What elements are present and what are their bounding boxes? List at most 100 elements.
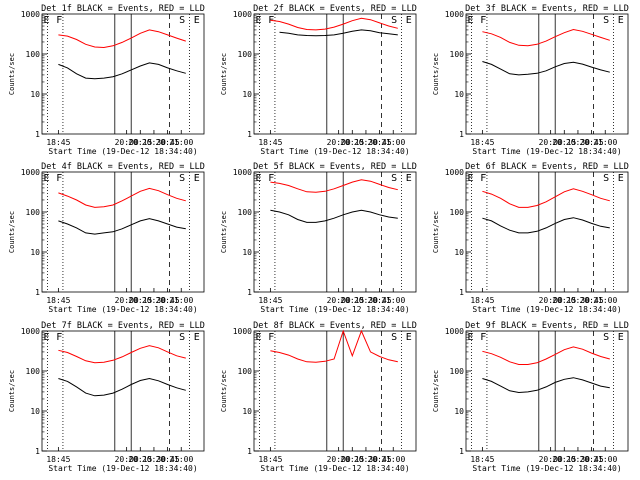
x-tick-label: 18:45 [470, 138, 494, 147]
marker-label: S [391, 15, 397, 26]
x-tick-label: 20:00 [115, 455, 139, 464]
marker-label: F [56, 332, 62, 343]
x-axis-label: Start Time (19-Dec-12 18:34:40) [472, 147, 621, 156]
x-axis-label: Start Time (19-Dec-12 18:34:40) [260, 305, 409, 314]
plot-frame [41, 13, 205, 135]
y-tick-label: 1000 [21, 168, 40, 177]
y-tick-label: 100 [26, 50, 41, 59]
y-tick-label: 100 [238, 367, 253, 376]
x-tick-label: 20:45 [156, 296, 180, 305]
events-series-line [482, 61, 610, 76]
marker-label: S [179, 173, 185, 184]
events-series-line [279, 29, 398, 37]
y-tick-label: 1 [35, 288, 40, 297]
x-tick-label: 18:45 [470, 455, 494, 464]
panel-title: Det 3f BLACK = Events, RED = LLD [465, 4, 629, 14]
x-tick-label: 18:45 [46, 138, 70, 147]
x-tick-label: 20:30 [354, 296, 378, 305]
events-series-line [482, 217, 610, 234]
panel-4: Det 4f BLACK = Events, RED = LLD 1 10 100 10… [8, 162, 205, 314]
y-axis-label: Counts/sec [432, 211, 440, 253]
panel-1: Det 1f BLACK = Events, RED = LLD 1 10 100 10… [8, 4, 205, 156]
x-tick-label: 20:00 [539, 455, 563, 464]
y-axis-label: Counts/sec [220, 370, 228, 412]
lld-series-line [482, 28, 610, 47]
y-tick-label: 10 [30, 90, 40, 99]
marker-label: E [44, 332, 50, 343]
y-tick-label: 1000 [445, 10, 464, 19]
y-tick-label: 1000 [233, 327, 252, 336]
lld-series-line [58, 187, 186, 208]
x-axis-label: Start Time (19-Dec-12 18:34:40) [260, 464, 409, 473]
x-tick-label: 20:45 [368, 455, 392, 464]
y-tick-label: 10 [242, 248, 252, 257]
lld-series-line [270, 179, 398, 193]
y-tick-label: 1 [247, 288, 252, 297]
panel-title: Det 5f BLACK = Events, RED = LLD [253, 162, 417, 172]
marker-label: E [256, 173, 262, 184]
y-axis-label: Counts/sec [432, 53, 440, 95]
x-tick-label: 18:45 [46, 296, 70, 305]
panel-6: Det 6f BLACK = Events, RED = LLD 1 10 100 10… [432, 162, 629, 314]
marker-label: E [618, 15, 624, 26]
x-tick-label: 20:30 [566, 138, 590, 147]
marker-label: S [179, 332, 185, 343]
x-tick-label: 18:45 [258, 455, 282, 464]
y-axis-label: Counts/sec [220, 211, 228, 253]
lld-series-line [58, 345, 186, 364]
plot-frame [253, 13, 417, 135]
x-tick-label: 20:45 [580, 455, 604, 464]
x-tick-label: 20:30 [354, 138, 378, 147]
x-tick-label: 20:00 [327, 296, 351, 305]
events-series-line [58, 218, 186, 235]
marker-label: E [468, 173, 474, 184]
y-tick-label: 10 [242, 407, 252, 416]
x-tick-label: 21:00 [593, 296, 617, 305]
marker-label: E [468, 332, 474, 343]
y-tick-label: 1 [247, 447, 252, 456]
events-series-line [58, 62, 186, 80]
y-tick-label: 10 [454, 90, 464, 99]
panel-5: Det 5f BLACK = Events, RED = LLD 1 10 100 10… [220, 162, 417, 314]
lld-series-line [482, 346, 610, 365]
marker-label: E [256, 332, 262, 343]
marker-label: E [44, 173, 50, 184]
panel-title: Det 1f BLACK = Events, RED = LLD [41, 4, 205, 14]
panel-7: Det 7f BLACK = Events, RED = LLD 1 10 100 10… [8, 321, 205, 473]
y-axis-label: Counts/sec [8, 211, 16, 253]
marker-label: F [268, 332, 274, 343]
marker-label: F [56, 173, 62, 184]
x-tick-label: 20:15 [340, 138, 364, 147]
panel-title: Det 2f BLACK = Events, RED = LLD [253, 4, 417, 14]
x-tick-label: 20:30 [354, 455, 378, 464]
panel-title: Det 6f BLACK = Events, RED = LLD [465, 162, 629, 172]
plot-frame [253, 330, 417, 452]
marker-label: F [480, 332, 486, 343]
y-axis-label: Counts/sec [8, 53, 16, 95]
x-tick-label: 21:00 [381, 296, 405, 305]
y-tick-label: 10 [242, 90, 252, 99]
y-tick-label: 100 [450, 208, 465, 217]
marker-label: F [480, 173, 486, 184]
panel-title: Det 9f BLACK = Events, RED = LLD [465, 321, 629, 331]
marker-label: S [179, 15, 185, 26]
plot-frame [465, 13, 629, 135]
x-axis-label: Start Time (19-Dec-12 18:34:40) [472, 464, 621, 473]
y-tick-label: 100 [450, 367, 465, 376]
y-tick-label: 1 [35, 447, 40, 456]
marker-label: E [618, 332, 624, 343]
x-tick-label: 20:30 [142, 296, 166, 305]
x-tick-label: 21:00 [593, 138, 617, 147]
x-tick-label: 20:15 [128, 296, 152, 305]
x-axis-label: Start Time (19-Dec-12 18:34:40) [260, 147, 409, 156]
y-axis-label: Counts/sec [220, 53, 228, 95]
marker-label: S [391, 332, 397, 343]
y-tick-label: 1000 [233, 10, 252, 19]
x-axis-label: Start Time (19-Dec-12 18:34:40) [48, 464, 197, 473]
x-tick-label: 20:15 [552, 138, 576, 147]
lld-series-line [58, 29, 186, 49]
x-tick-label: 20:15 [552, 455, 576, 464]
x-tick-label: 20:00 [539, 138, 563, 147]
